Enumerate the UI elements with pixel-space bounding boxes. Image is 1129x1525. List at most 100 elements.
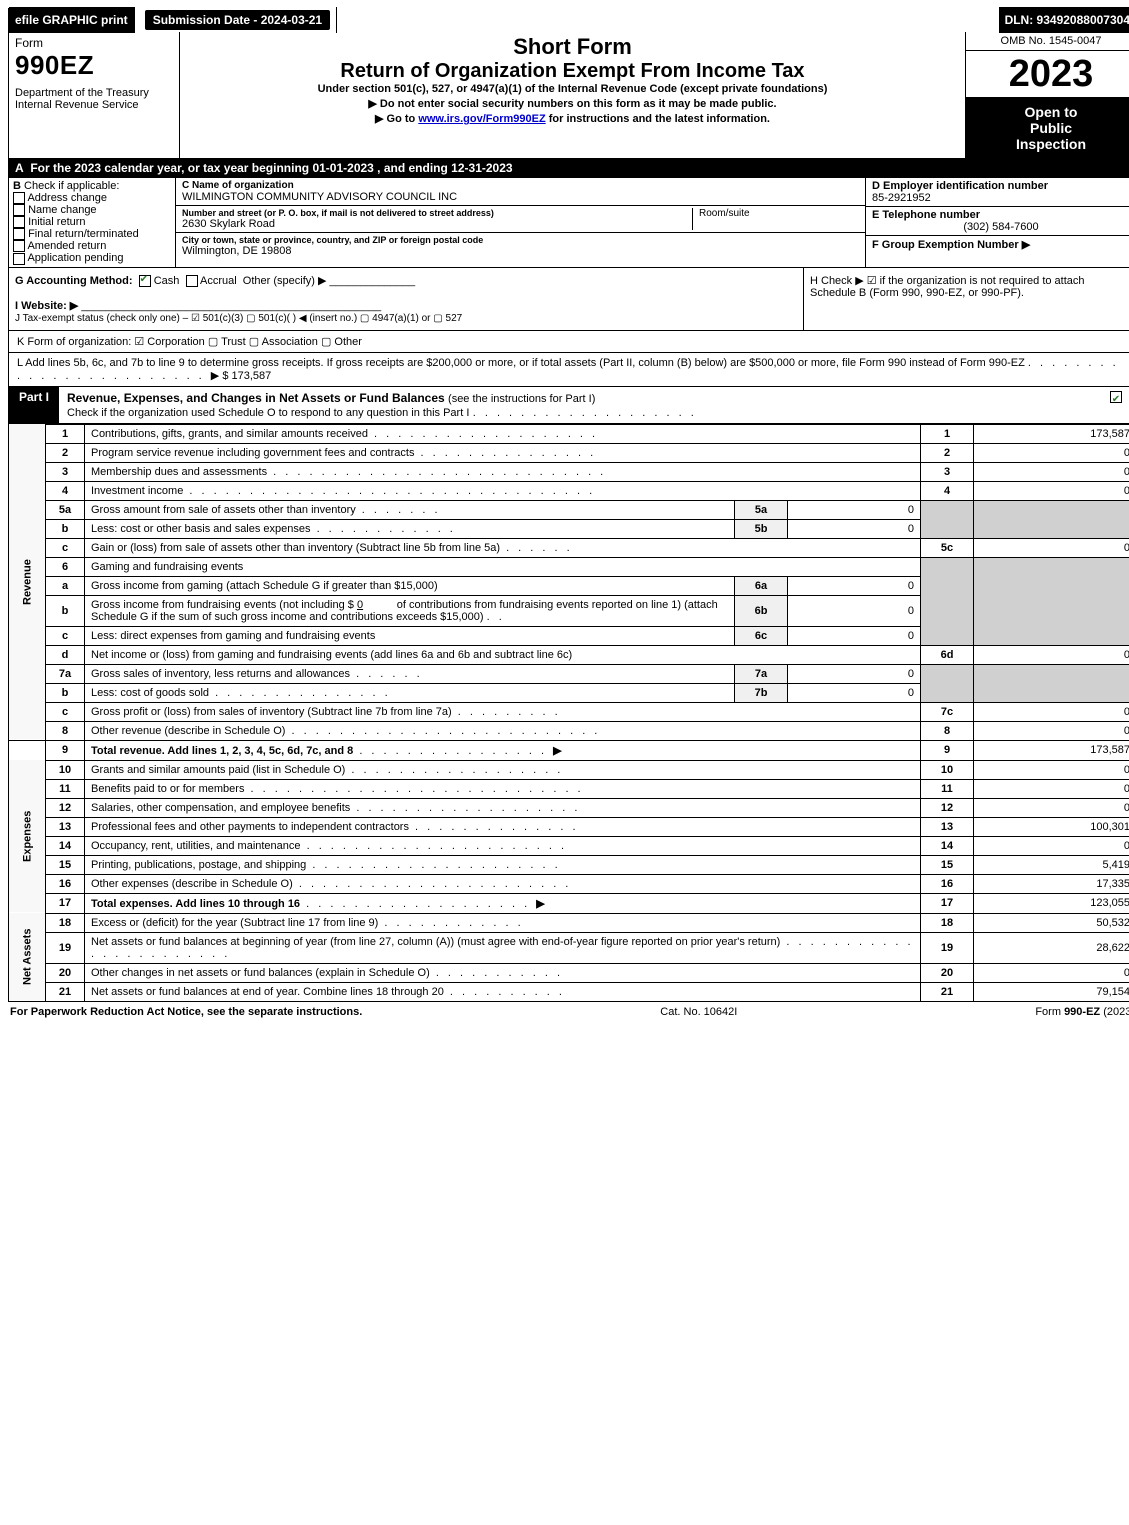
row-20: 20 Other changes in net assets or fund b… xyxy=(9,963,1129,982)
header-right: OMB No. 1545-0047 2023 Open to Public In… xyxy=(965,32,1129,158)
l18-no: 18 xyxy=(46,913,85,932)
row-l: L Add lines 5b, 6c, and 7b to line 9 to … xyxy=(8,353,1129,387)
l7b-subval: 0 xyxy=(788,683,921,702)
room-suite: Room/suite xyxy=(692,208,859,230)
l6b-desc1: Gross income from fundraising events (no… xyxy=(91,599,354,611)
l20-val: 0 xyxy=(974,963,1129,982)
l2-val: 0 xyxy=(974,443,1129,462)
l21-col: 21 xyxy=(921,982,974,1001)
part-i-badge: Part I xyxy=(9,387,59,423)
l10-no: 10 xyxy=(46,760,85,779)
l-amount: ▶ $ 173,587 xyxy=(211,370,271,382)
l1-val: 173,587 xyxy=(974,424,1129,443)
l20-col: 20 xyxy=(921,963,974,982)
l8-val: 0 xyxy=(974,721,1129,740)
l17-col: 17 xyxy=(921,893,974,913)
e-label: E Telephone number xyxy=(872,209,980,221)
g-label: G Accounting Method: xyxy=(15,275,133,287)
subtitle: Under section 501(c), 527, or 4947(a)(1)… xyxy=(184,83,961,95)
l16-no: 16 xyxy=(46,874,85,893)
l6c-no: c xyxy=(46,626,85,645)
l5a-desc: Gross amount from sale of assets other t… xyxy=(91,504,356,516)
irs-link[interactable]: www.irs.gov/Form990EZ xyxy=(418,113,545,125)
l13-val: 100,301 xyxy=(974,817,1129,836)
l6-shade-no xyxy=(921,557,974,645)
l19-desc: Net assets or fund balances at beginning… xyxy=(91,936,780,948)
row-a-calendar: A For the 2023 calendar year, or tax yea… xyxy=(8,159,1129,178)
chk-pending[interactable] xyxy=(13,253,25,265)
part-i-note: (see the instructions for Part I) xyxy=(448,393,595,405)
l17-desc: Total expenses. Add lines 10 through 16 xyxy=(91,898,300,910)
c-city-label: City or town, state or province, country… xyxy=(182,235,859,245)
l20-no: 20 xyxy=(46,963,85,982)
row-18: Net Assets 18 Excess or (deficit) for th… xyxy=(9,913,1129,932)
chk-name-change[interactable] xyxy=(13,204,25,216)
l13-col: 13 xyxy=(921,817,974,836)
return-title: Return of Organization Exempt From Incom… xyxy=(184,60,961,83)
l6-shade-val xyxy=(974,557,1129,645)
col-g: G Accounting Method: Cash Accrual Other … xyxy=(9,268,803,330)
b-item-amended: Amended return xyxy=(27,240,106,252)
l18-val: 50,532 xyxy=(974,913,1129,932)
l3-col: 3 xyxy=(921,462,974,481)
l6d-col: 6d xyxy=(921,645,974,664)
l6a-subval: 0 xyxy=(788,576,921,595)
l7a-desc: Gross sales of inventory, less returns a… xyxy=(91,668,350,680)
l8-desc: Other revenue (describe in Schedule O) xyxy=(91,725,285,737)
c-addr-label: Number and street (or P. O. box, if mail… xyxy=(182,208,692,218)
chk-accrual[interactable] xyxy=(186,275,198,287)
col-c: C Name of organization WILMINGTON COMMUN… xyxy=(176,178,865,267)
l16-desc: Other expenses (describe in Schedule O) xyxy=(91,878,293,890)
e-cell: E Telephone number (302) 584-7600 xyxy=(866,207,1129,235)
l6-no: 6 xyxy=(46,557,85,576)
l12-val: 0 xyxy=(974,798,1129,817)
l19-col: 19 xyxy=(921,932,974,963)
l10-col: 10 xyxy=(921,760,974,779)
l5c-desc: Gain or (loss) from sale of assets other… xyxy=(91,542,500,554)
footer-right-post: (2023) xyxy=(1100,1006,1129,1018)
l20-desc: Other changes in net assets or fund bala… xyxy=(91,967,430,979)
instr-post: for instructions and the latest informat… xyxy=(546,113,770,125)
l4-no: 4 xyxy=(46,481,85,500)
financial-table: Revenue 1 Contributions, gifts, grants, … xyxy=(8,424,1129,1002)
l6d-desc: Net income or (loss) from gaming and fun… xyxy=(85,645,921,664)
l10-desc: Grants and similar amounts paid (list in… xyxy=(91,764,345,776)
l5b-subval: 0 xyxy=(788,519,921,538)
footer-left: For Paperwork Reduction Act Notice, see … xyxy=(10,1006,362,1018)
l5c-col: 5c xyxy=(921,538,974,557)
open-line3: Inspection xyxy=(970,136,1129,152)
row-7c: c Gross profit or (loss) from sales of i… xyxy=(9,702,1129,721)
row-a-text: For the 2023 calendar year, or tax year … xyxy=(30,161,512,175)
l3-no: 3 xyxy=(46,462,85,481)
l7b-sub: 7b xyxy=(735,683,788,702)
chk-initial-return[interactable] xyxy=(13,216,25,228)
l5c-no: c xyxy=(46,538,85,557)
row-1: Revenue 1 Contributions, gifts, grants, … xyxy=(9,424,1129,443)
chk-cash[interactable] xyxy=(139,275,151,287)
chk-amended[interactable] xyxy=(13,240,25,252)
chk-final-return[interactable] xyxy=(13,228,25,240)
l11-val: 0 xyxy=(974,779,1129,798)
l5a-no: 5a xyxy=(46,500,85,519)
l7-shade-val xyxy=(974,664,1129,702)
open-line1: Open to xyxy=(970,104,1129,120)
l4-desc: Investment income xyxy=(91,485,183,497)
row-5c: c Gain or (loss) from sale of assets oth… xyxy=(9,538,1129,557)
col-b: B Check if applicable: Address change Na… xyxy=(9,178,176,267)
part-i-checkbox[interactable] xyxy=(1096,387,1129,423)
l7a-no: 7a xyxy=(46,664,85,683)
row-10: Expenses 10 Grants and similar amounts p… xyxy=(9,760,1129,779)
l6d-val: 0 xyxy=(974,645,1129,664)
l10-val: 0 xyxy=(974,760,1129,779)
l7-shade-no xyxy=(921,664,974,702)
l16-val: 17,335 xyxy=(974,874,1129,893)
footer: For Paperwork Reduction Act Notice, see … xyxy=(8,1002,1129,1022)
row-14: 14 Occupancy, rent, utilities, and maint… xyxy=(9,836,1129,855)
col-def: D Employer identification number 85-2921… xyxy=(865,178,1129,267)
form-word: Form xyxy=(15,36,173,50)
form-number: 990EZ xyxy=(15,50,173,81)
chk-address-change[interactable] xyxy=(13,192,25,204)
l2-no: 2 xyxy=(46,443,85,462)
org-city: Wilmington, DE 19808 xyxy=(182,245,859,257)
spacer xyxy=(337,7,998,33)
